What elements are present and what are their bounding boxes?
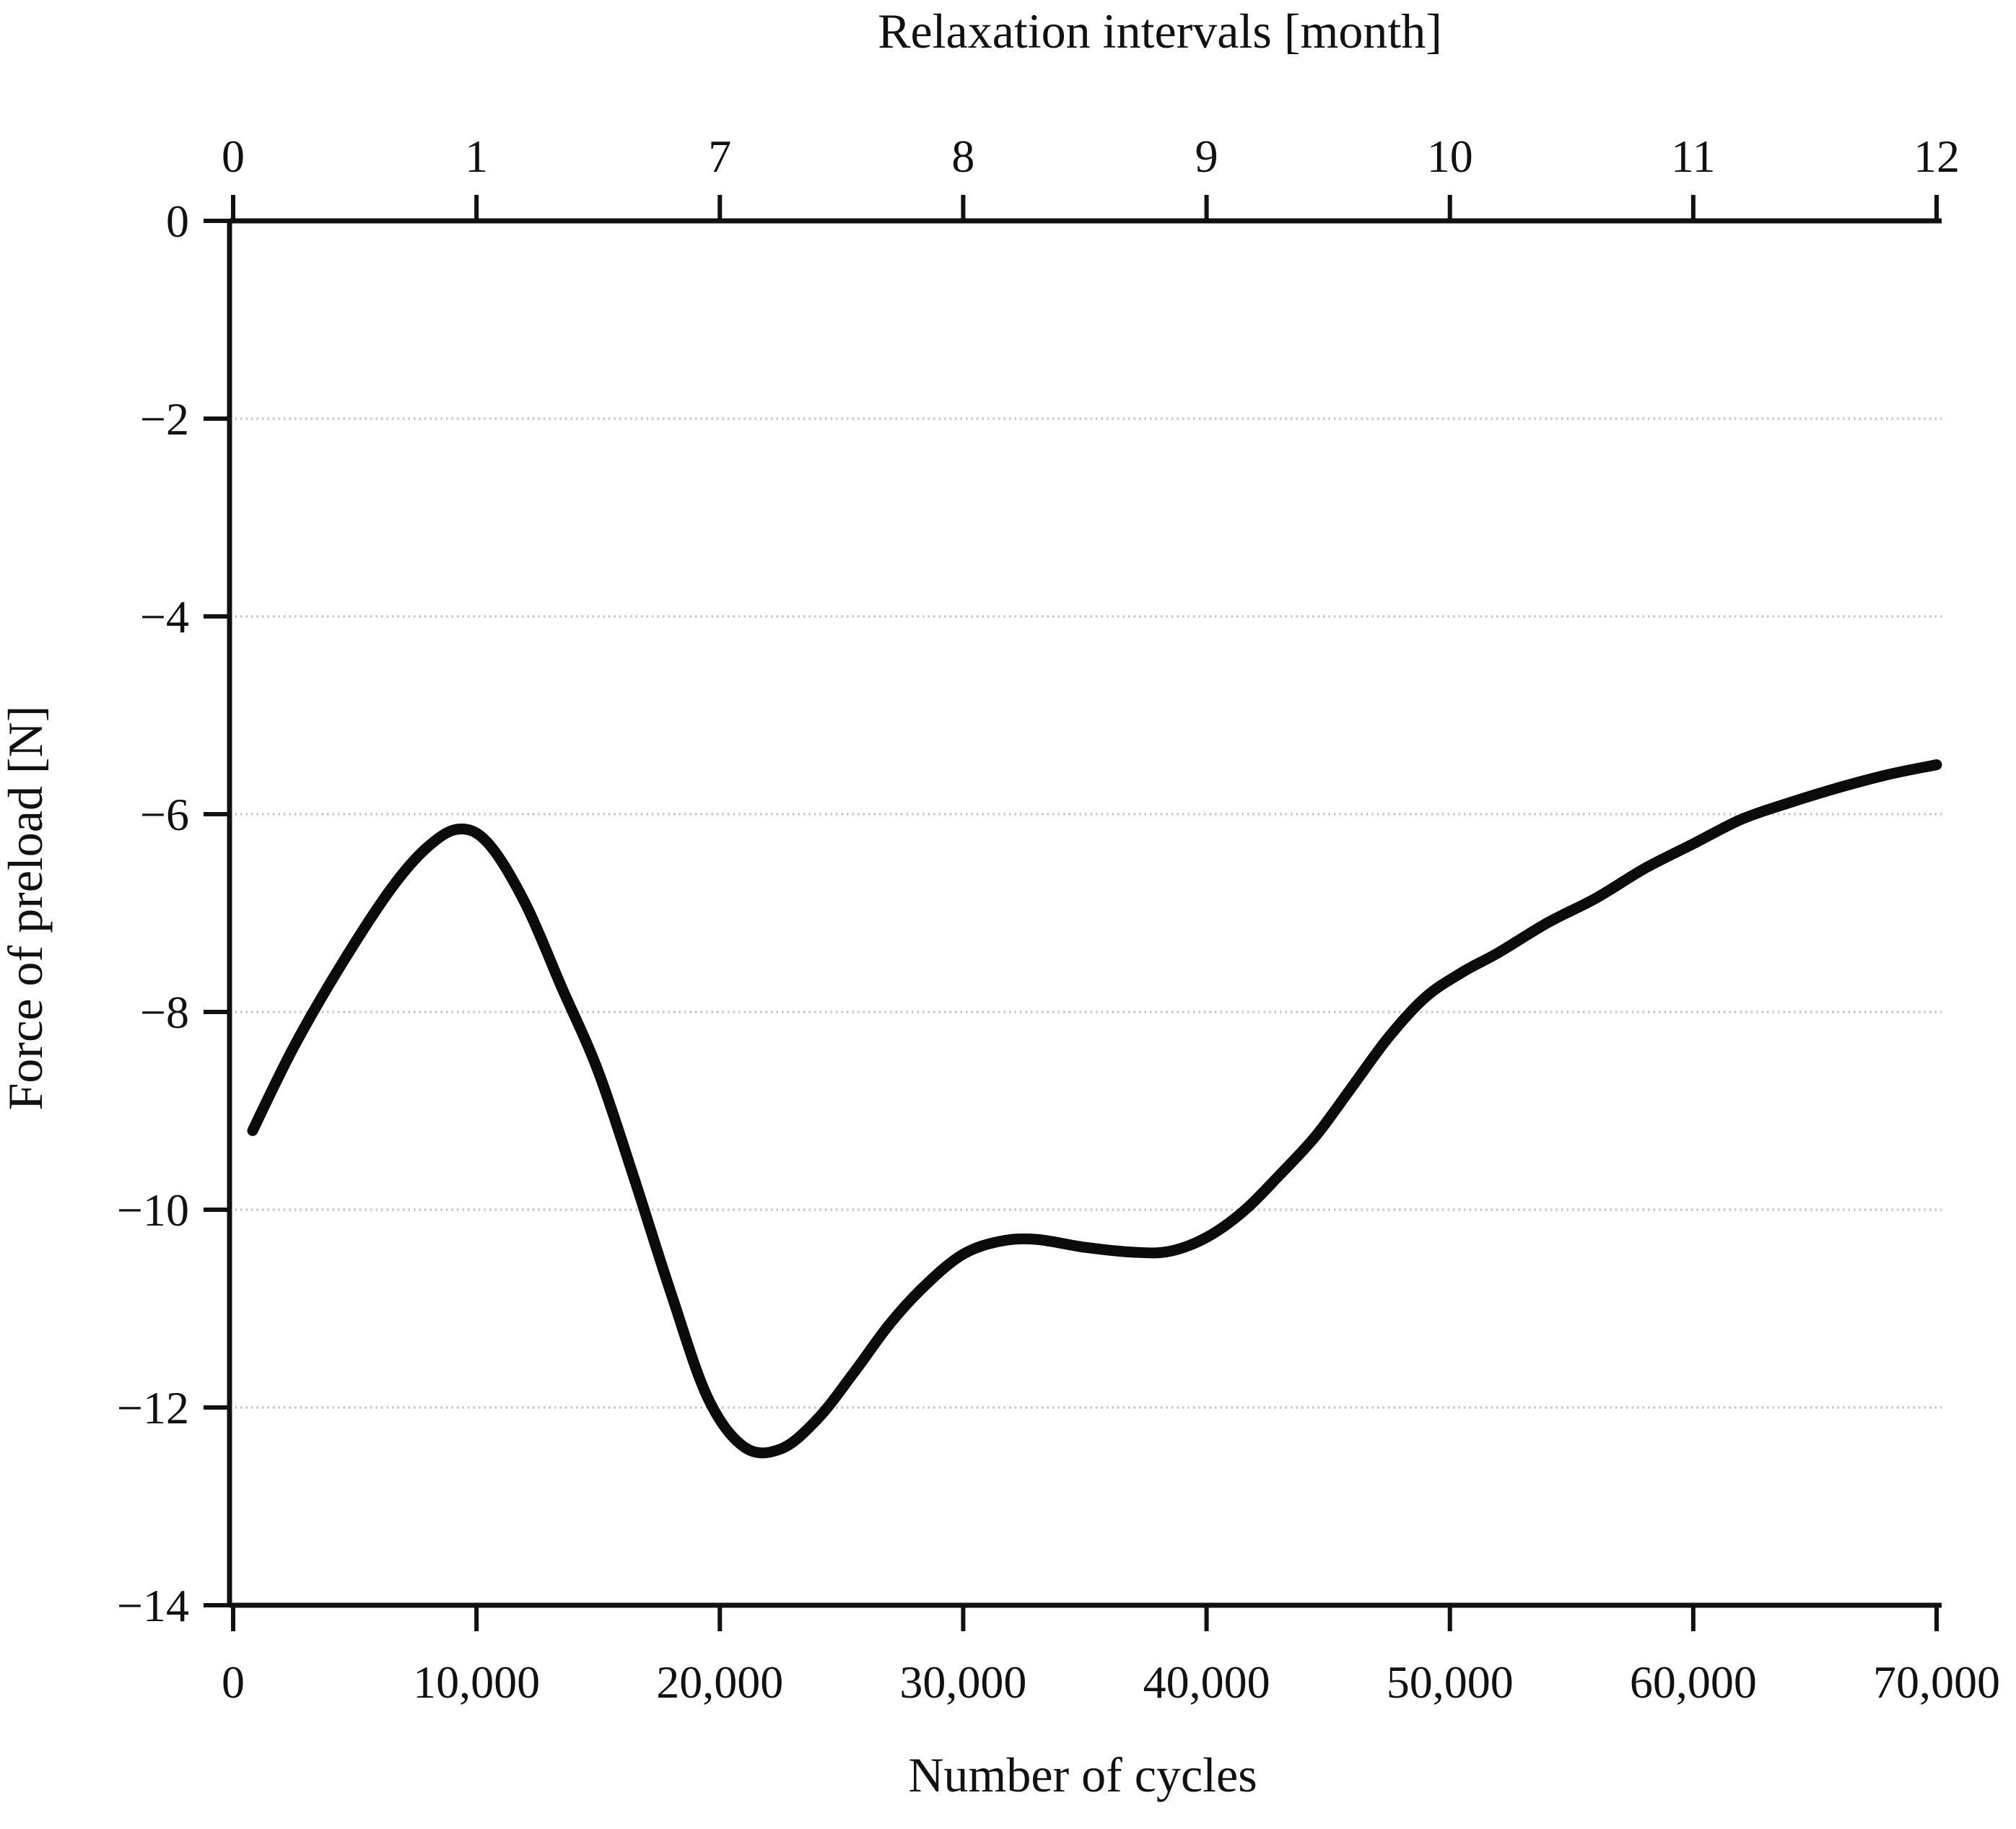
x-axis-title: Number of cycles	[908, 1747, 1257, 1802]
y-axis-tick-label: −6	[140, 789, 189, 840]
y-axis-title: Force of preload [N]	[0, 706, 53, 1111]
x-axis-tick-label: 30,000	[899, 1656, 1026, 1708]
preload-curve	[247, 759, 1942, 1459]
x-axis-tick-label: 50,000	[1387, 1656, 1514, 1708]
top-axis-tick-label: 7	[708, 131, 731, 182]
y-axis-tick-label: 0	[166, 196, 189, 247]
x-axis-tick-labels: 0 10,000 20,000 30,000 40,000 50,000 60,000 70,…	[222, 1656, 2000, 1708]
x-axis-tick-label: 60,000	[1630, 1656, 1757, 1708]
y-axis-tick-labels: 0 −2 −4 −6 −8 −10 −12 −14	[117, 196, 189, 1631]
top-axis-tick-label: 11	[1671, 131, 1716, 182]
y-axis-tick-label: −4	[140, 591, 189, 642]
top-axis-tick-label: 8	[951, 131, 974, 182]
y-axis-tick-label: −10	[117, 1184, 189, 1236]
y-axis-tick-label: −2	[140, 393, 189, 445]
top-axis-title: Relaxation intervals [month]	[878, 4, 1442, 58]
x-axis-tick-label: 10,000	[413, 1656, 540, 1708]
y-axis-tick-label: −8	[140, 987, 189, 1038]
top-axis-tick-label: 10	[1427, 131, 1473, 182]
axis-ticks	[204, 195, 1939, 1631]
axes	[227, 218, 1942, 1608]
top-axis-tick-label: 9	[1195, 131, 1218, 182]
top-axis-tick-label: 0	[222, 131, 245, 182]
gridlines	[230, 417, 1942, 1409]
top-axis-tick-labels: 0 1 7 8 9 10 11 12	[222, 131, 1960, 182]
x-axis-tick-label: 70,000	[1873, 1656, 2000, 1708]
x-axis-tick-label: 40,000	[1143, 1656, 1270, 1708]
top-axis-tick-label: 1	[465, 131, 488, 182]
y-axis-tick-label: −12	[117, 1382, 189, 1433]
top-axis-tick-label: 12	[1914, 131, 1960, 182]
x-axis-tick-label: 20,000	[656, 1656, 783, 1708]
x-axis-tick-label: 0	[222, 1656, 245, 1708]
y-axis-tick-label: −14	[117, 1580, 189, 1631]
